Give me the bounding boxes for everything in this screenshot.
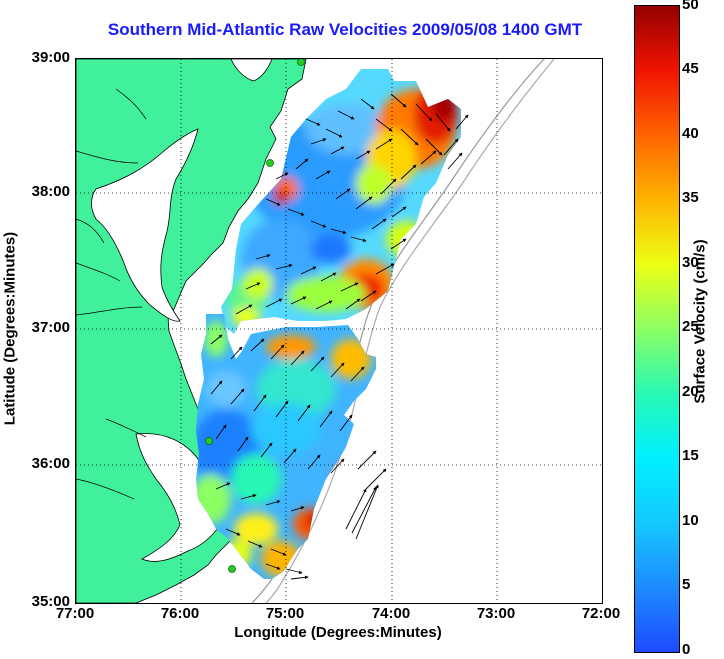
y-tick-label: 39:00	[31, 49, 70, 66]
chesapeake-bay	[91, 128, 199, 322]
colorbar-tick: 10	[682, 512, 699, 529]
x-tick-label: 73:00	[476, 605, 516, 622]
radar-stations	[205, 59, 305, 573]
y-tick-label: 37:00	[31, 319, 70, 336]
colorbar-tick: 45	[682, 60, 699, 77]
radar-station-marker	[228, 565, 236, 573]
colorbar-tick: 40	[682, 125, 699, 142]
x-tick-label: 77:00	[55, 605, 95, 622]
x-axis-label: Longitude (Degrees:Minutes)	[234, 624, 442, 641]
radar-station-marker	[297, 59, 305, 66]
velocity-vectors	[210, 93, 469, 580]
y-tick-label: 36:00	[31, 455, 70, 472]
delaware-bay	[230, 59, 273, 82]
x-tick-label: 74:00	[371, 605, 411, 622]
colorbar-label: Surface Velocity (cm/s)	[691, 239, 709, 404]
colorbar-tick: 25	[682, 318, 699, 335]
velocity-colorbar	[634, 5, 680, 653]
y-tick-label: 35:00	[31, 593, 70, 610]
colorbar-tick: 0	[682, 641, 691, 658]
x-tick-label: 72:00	[581, 605, 621, 622]
y-axis-label: Latitude (Degrees:Minutes)	[1, 231, 19, 426]
radar-station-marker	[205, 437, 213, 445]
colorbar-tick: 15	[682, 447, 699, 464]
colorbar-tick: 5	[682, 576, 691, 593]
colorbar-tick: 50	[682, 0, 699, 13]
y-tick-label: 38:00	[31, 183, 70, 200]
colorbar-tick: 20	[682, 383, 699, 400]
bathymetry-contour	[265, 59, 555, 603]
map-title: Southern Mid-Atlantic Raw Velocities 200…	[107, 20, 583, 39]
map-grid	[76, 59, 602, 603]
x-tick-label: 76:00	[160, 605, 200, 622]
x-tick-label: 75:00	[265, 605, 305, 622]
map-canvas	[76, 59, 602, 603]
colorbar-tick: 30	[682, 254, 699, 271]
map-plot-area[interactable]	[75, 58, 603, 604]
colorbar-tick: 35	[682, 189, 699, 206]
radar-station-marker	[266, 159, 274, 167]
